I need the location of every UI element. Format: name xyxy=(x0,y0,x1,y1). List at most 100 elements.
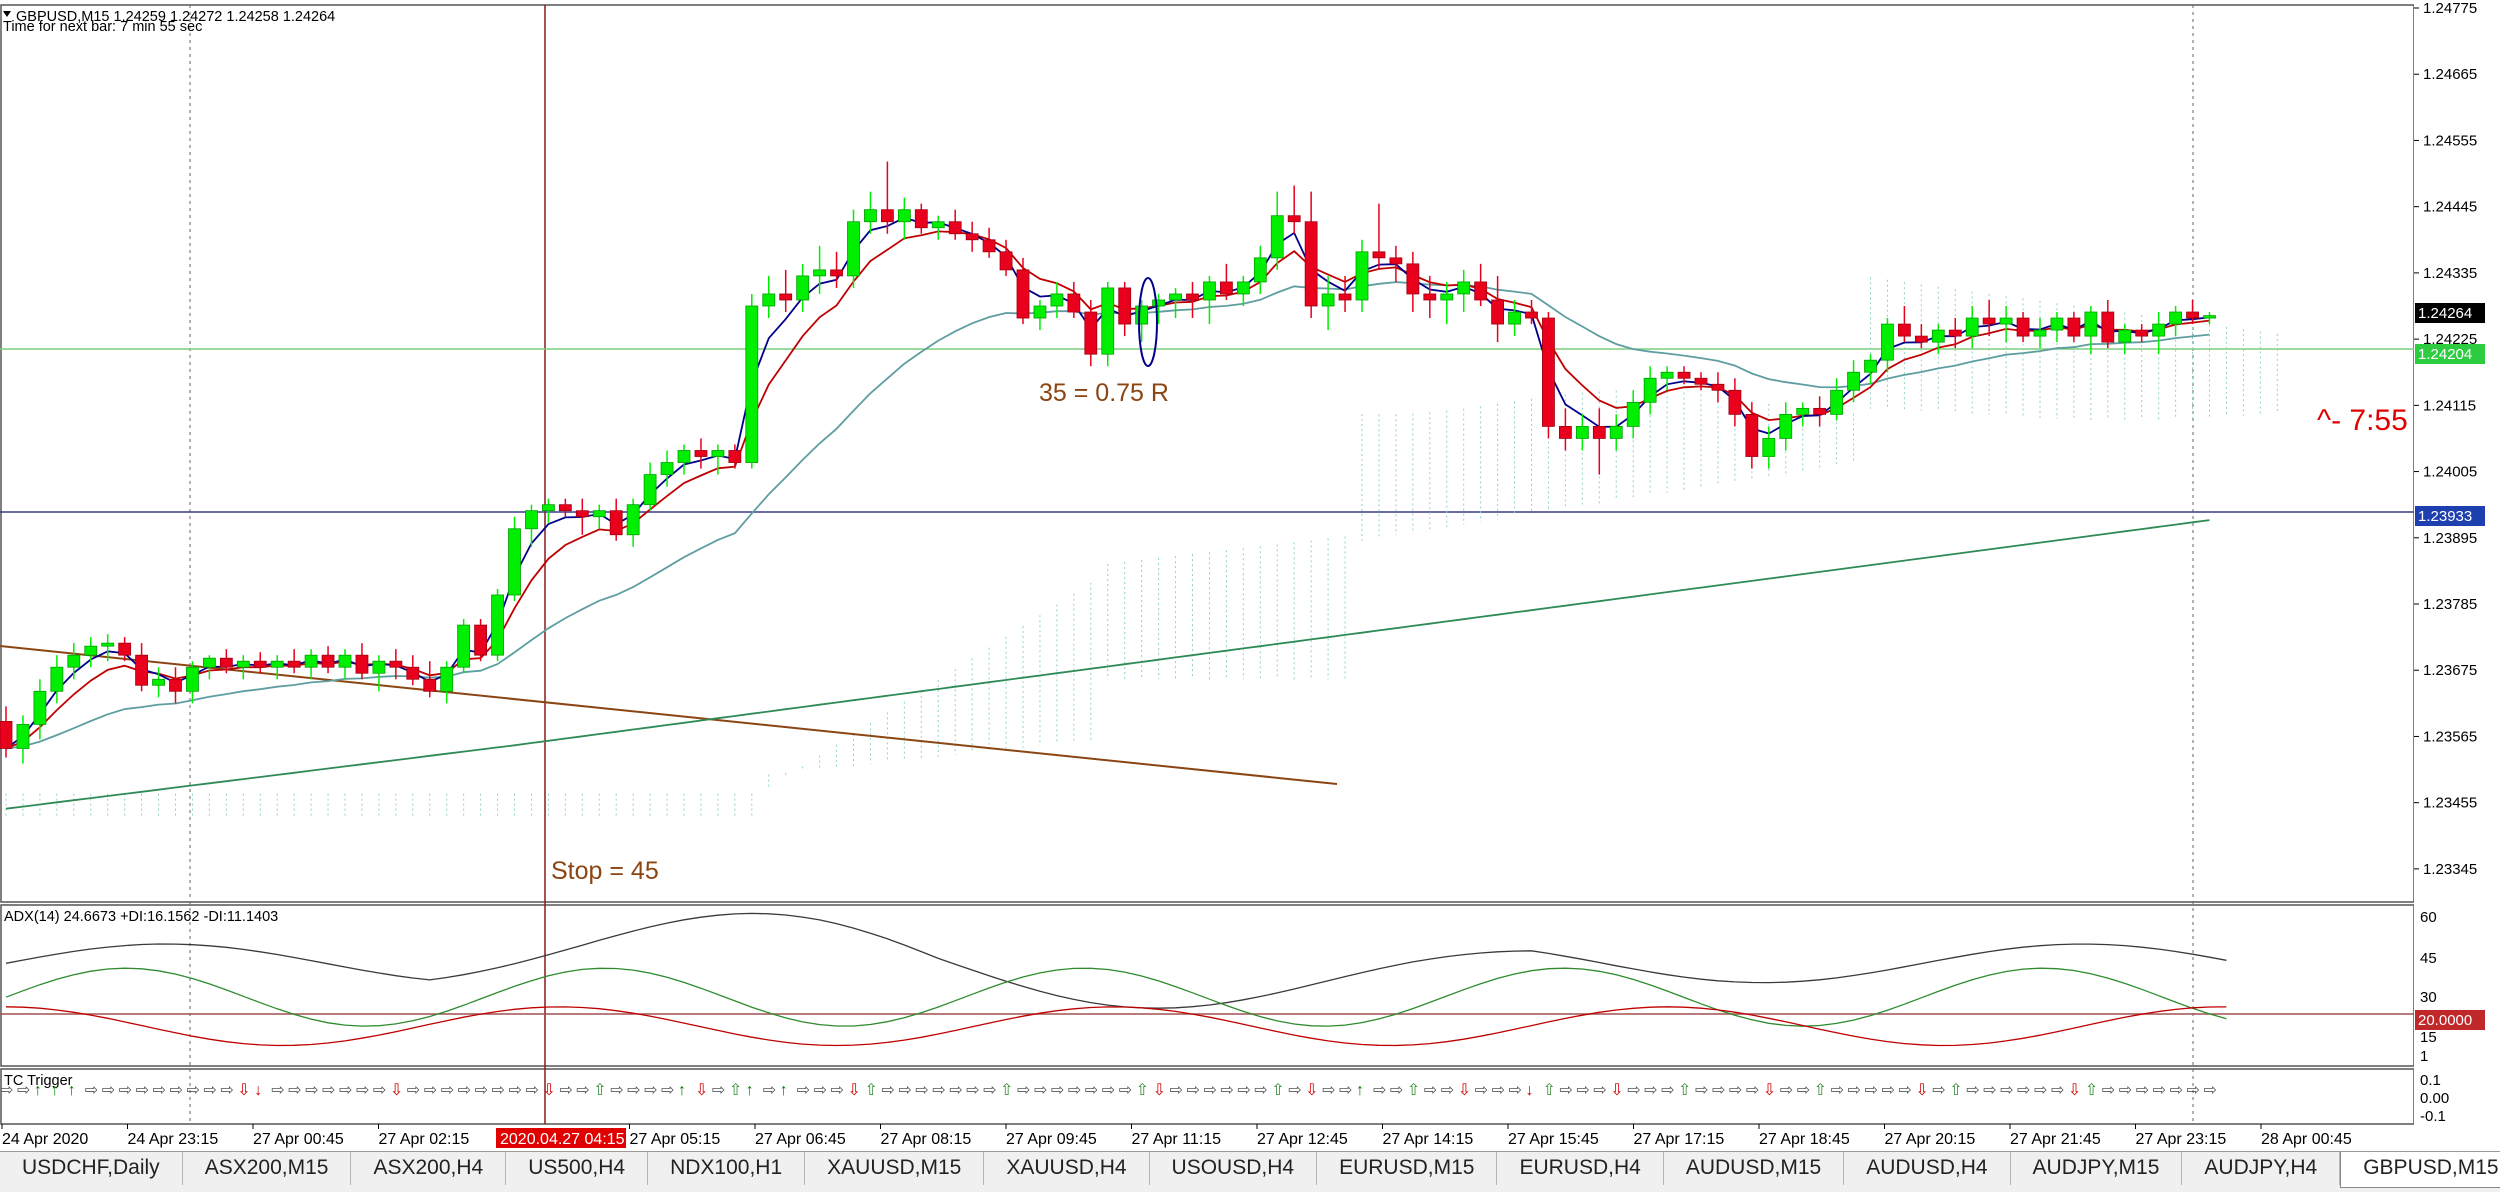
green-line-price-badge xyxy=(2415,344,2485,364)
bearish-candle xyxy=(982,239,996,253)
bullish-candle xyxy=(1864,359,1877,373)
bullish-candle xyxy=(1440,293,1454,301)
chart-tab-ndx100-h1[interactable]: NDX100,H1 xyxy=(648,1152,806,1185)
bullish-candle xyxy=(2084,311,2098,337)
chart-tab-gbpusd-m15[interactable]: GBPUSD,M15 xyxy=(2340,1152,2500,1188)
tc-neutral-arrow-icon: ⇨ xyxy=(2119,1082,2132,1099)
tc-neutral-arrow-icon: ⇨ xyxy=(1220,1082,1233,1099)
bearish-candle xyxy=(1898,323,1911,337)
tc-neutral-arrow-icon: ⇨ xyxy=(153,1082,166,1099)
tc-neutral-arrow-icon: ⇨ xyxy=(288,1082,301,1099)
time-tick-label: 27 Apr 17:15 xyxy=(1634,1131,1725,1148)
chart-tab-eurusd-h4[interactable]: EURUSD,H4 xyxy=(1497,1152,1664,1185)
chart-tab-eurusd-m15[interactable]: EURUSD,M15 xyxy=(1317,1152,1498,1185)
bullish-candle xyxy=(16,724,30,749)
tc-neutral-arrow-icon: ⇨ xyxy=(1593,1082,1606,1099)
tc-neutral-arrow-icon: ⇨ xyxy=(1102,1082,1115,1099)
tc-neutral-arrow-icon: ⇨ xyxy=(203,1082,216,1099)
bullish-candle xyxy=(1457,281,1471,295)
price-axis[interactable]: 1.24775 1.24665 1.24555 1.24445 1.24335 1.242… xyxy=(2414,0,2477,878)
bearish-candle xyxy=(914,209,928,229)
tc-neutral-arrow-icon: ⇨ xyxy=(17,1082,30,1099)
tc-neutral-arrow-icon: ⇨ xyxy=(525,1082,538,1099)
tc-neutral-arrow-icon: ⇨ xyxy=(1322,1082,1335,1099)
time-tick-label: 27 Apr 11:15 xyxy=(1132,1131,1222,1148)
bullish-candle xyxy=(1033,305,1047,319)
bullish-candle xyxy=(84,645,98,656)
highlight-ellipse[interactable] xyxy=(1138,277,1158,367)
tc-neutral-arrow-icon: ⇨ xyxy=(1237,1082,1250,1099)
plus-di-line xyxy=(5,967,2227,1027)
chart-tab-audjpy-h4[interactable]: AUDJPY,H4 xyxy=(2182,1152,2341,1185)
bullish-candle xyxy=(152,678,165,686)
tc-neutral-arrow-icon: ⇨ xyxy=(1729,1082,1742,1099)
bearish-candle xyxy=(0,720,13,749)
tc-neutral-arrow-icon: ⇨ xyxy=(1373,1082,1386,1099)
collapse-arrow-icon[interactable] xyxy=(3,11,11,17)
tc-neutral-arrow-icon: ⇨ xyxy=(458,1082,471,1099)
chart-tab-audusd-m15[interactable]: AUDUSD,M15 xyxy=(1664,1152,1845,1185)
time-tick-label: 27 Apr 05:15 xyxy=(630,1131,721,1148)
bearish-candle xyxy=(389,660,403,668)
tc-neutral-arrow-icon: ⇨ xyxy=(1932,1082,1945,1099)
bearish-candle xyxy=(1728,389,1742,415)
tc-neutral-arrow-icon: ⇨ xyxy=(305,1082,318,1099)
tc-neutral-arrow-icon: ⇨ xyxy=(1898,1082,1911,1099)
bullish-candle xyxy=(525,510,538,530)
chart-tab-asx200-h4[interactable]: ASX200,H4 xyxy=(351,1152,507,1185)
chart-tab-asx200-m15[interactable]: ASX200,M15 xyxy=(183,1152,352,1185)
tc-down-outline-arrow-icon: ⇩ xyxy=(848,1082,861,1099)
tc-neutral-arrow-icon: ⇨ xyxy=(1797,1082,1810,1099)
time-axis[interactable]: 24 Apr 2020 24 Apr 23:15 27 Apr 00:45 27 Ap… xyxy=(1,1124,2352,1148)
chart-tab-usousd-h4[interactable]: USOUSD,H4 xyxy=(1150,1152,1318,1185)
bearish-candle xyxy=(965,233,979,241)
chart-tab-us500-h4[interactable]: US500,H4 xyxy=(506,1152,649,1185)
bearish-candle xyxy=(1287,215,1301,223)
bullish-candle xyxy=(304,654,318,668)
chart-tab-xauusd-m15[interactable]: XAUUSD,M15 xyxy=(805,1152,985,1185)
bullish-candle xyxy=(1236,281,1250,295)
tc-neutral-arrow-icon: ⇨ xyxy=(1085,1082,1098,1099)
chart-tab-bar: USDCHF,Daily ASX200,M15 ASX200,H4 US500,H4 N… xyxy=(0,1151,2500,1192)
chart-tab-xauusd-h4[interactable]: XAUUSD,H4 xyxy=(984,1152,1150,1185)
price-tick-label: 1.24335 xyxy=(2423,265,2477,282)
tc-down-outline-arrow-icon: ⇩ xyxy=(695,1082,708,1099)
bearish-candle xyxy=(1406,263,1420,295)
time-tick-label: 27 Apr 15:45 xyxy=(1508,1131,1599,1148)
bearish-candle xyxy=(830,269,843,277)
tc-up-arrow-icon: ↑ xyxy=(68,1082,76,1099)
chart-canvas[interactable]: GBPUSD,M15 1.24259 1.24272 1.24258 1.242… xyxy=(0,0,2500,1151)
bearish-candle xyxy=(779,293,793,301)
bullish-candle xyxy=(1881,323,1894,361)
chart-tab-audusd-h4[interactable]: AUDUSD,H4 xyxy=(1844,1152,2011,1185)
adx-label: ADX(14) 24.6673 +DI:16.1562 -DI:11.1403 xyxy=(4,909,278,925)
countdown-annotation: ^- 7:55 xyxy=(2317,404,2408,437)
tc-down-outline-arrow-icon: ⇩ xyxy=(390,1082,403,1099)
bearish-candle xyxy=(881,209,894,223)
tc-neutral-arrow-icon: ⇨ xyxy=(102,1082,115,1099)
bearish-candle xyxy=(1677,371,1691,379)
bullish-candle xyxy=(202,657,216,668)
bearish-candle xyxy=(1338,293,1352,301)
bullish-candle xyxy=(1321,293,1335,307)
tc-neutral-arrow-icon: ⇨ xyxy=(763,1082,776,1099)
tc-up-outline-arrow-icon: ⇧ xyxy=(1407,1082,1420,1099)
tc-up-outline-arrow-icon: ⇧ xyxy=(1136,1082,1149,1099)
bearish-candle xyxy=(948,221,962,235)
tc-neutral-arrow-icon: ⇨ xyxy=(373,1082,386,1099)
bearish-candle xyxy=(169,678,182,692)
chart-tab-audjpy-m15[interactable]: AUDJPY,M15 xyxy=(2011,1152,2183,1185)
time-tick-label: 27 Apr 20:15 xyxy=(1885,1131,1976,1148)
tc-neutral-arrow-icon: ⇨ xyxy=(424,1082,437,1099)
tc-neutral-arrow-icon: ⇨ xyxy=(1017,1082,1030,1099)
chart-tab-usdchf-daily[interactable]: USDCHF,Daily xyxy=(0,1152,183,1185)
tc-neutral-arrow-icon: ⇨ xyxy=(509,1082,522,1099)
tc-neutral-arrow-icon: ⇨ xyxy=(1051,1082,1064,1099)
tc-neutral-arrow-icon: ⇨ xyxy=(356,1082,369,1099)
time-tick-label: 27 Apr 23:15 xyxy=(2136,1131,2227,1148)
bearish-candle xyxy=(1559,426,1572,439)
bullish-candle xyxy=(626,504,640,536)
tc-neutral-arrow-icon: ⇨ xyxy=(627,1082,640,1099)
price-tick-label: 1.23675 xyxy=(2423,662,2477,679)
current-price-badge xyxy=(2415,303,2485,323)
